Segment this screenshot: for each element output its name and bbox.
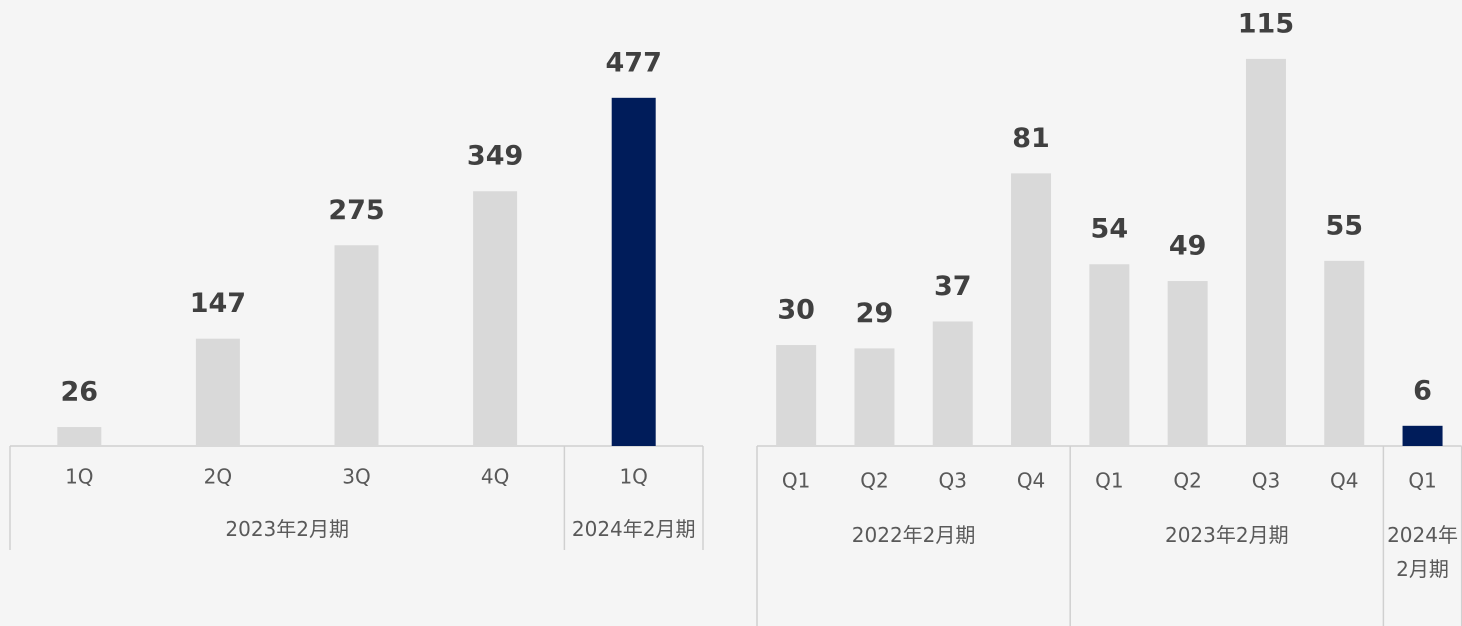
- group-label-box: 2024年2月期: [571, 517, 696, 541]
- group-label-box: 2024年2月期: [1387, 523, 1458, 581]
- value-label: 37: [934, 271, 972, 302]
- group-label: 2024年2月期: [571, 517, 696, 541]
- category-label: Q3: [939, 469, 967, 493]
- bar: [1245, 58, 1286, 446]
- value-label: 477: [606, 47, 662, 78]
- category-label: Q1: [782, 469, 810, 493]
- bar: [611, 97, 656, 447]
- category-label: Q3: [1252, 469, 1280, 493]
- bar: [57, 427, 102, 446]
- category-label: 2Q: [204, 465, 232, 489]
- bar: [334, 245, 379, 446]
- bar: [1167, 281, 1208, 446]
- value-label: 26: [61, 377, 99, 408]
- value-label: 275: [328, 195, 384, 226]
- group-label-box: 2023年2月期: [225, 517, 349, 541]
- bar: [854, 348, 895, 446]
- category-label: Q4: [1017, 469, 1045, 493]
- category-label: Q1: [1095, 469, 1123, 493]
- bar: [1089, 264, 1130, 446]
- category-label: Q4: [1330, 469, 1358, 493]
- value-label: 81: [1012, 123, 1050, 154]
- category-label: Q2: [1173, 469, 1201, 493]
- category-label: 4Q: [481, 465, 509, 489]
- value-label: 29: [856, 298, 894, 329]
- bar: [776, 345, 817, 446]
- group-label: 2022年2月期: [851, 523, 976, 547]
- bar: [473, 191, 518, 446]
- group-label: 2024年2月期: [1387, 523, 1458, 581]
- category-label: Q1: [1408, 469, 1436, 493]
- category-label: 1Q: [619, 465, 647, 489]
- bar: [1402, 425, 1443, 446]
- value-label: 30: [777, 295, 815, 326]
- value-label: 349: [467, 141, 523, 172]
- category-label: Q2: [860, 469, 888, 493]
- bar: [1324, 260, 1365, 446]
- value-label: 55: [1325, 210, 1363, 241]
- group-label-box: 2022年2月期: [851, 523, 976, 547]
- value-label: 6: [1413, 375, 1432, 406]
- bar: [195, 338, 240, 446]
- bar: [932, 321, 973, 446]
- value-label: 54: [1091, 214, 1129, 245]
- group-label: 2023年2月期: [1164, 523, 1289, 547]
- category-label: 3Q: [342, 465, 370, 489]
- value-label: 147: [190, 288, 246, 319]
- group-label-box: 2023年2月期: [1164, 523, 1289, 547]
- value-label: 115: [1238, 8, 1294, 39]
- bar: [1011, 173, 1052, 446]
- value-label: 49: [1169, 231, 1207, 262]
- category-label: 1Q: [65, 465, 93, 489]
- group-label: 2023年2月期: [225, 517, 349, 541]
